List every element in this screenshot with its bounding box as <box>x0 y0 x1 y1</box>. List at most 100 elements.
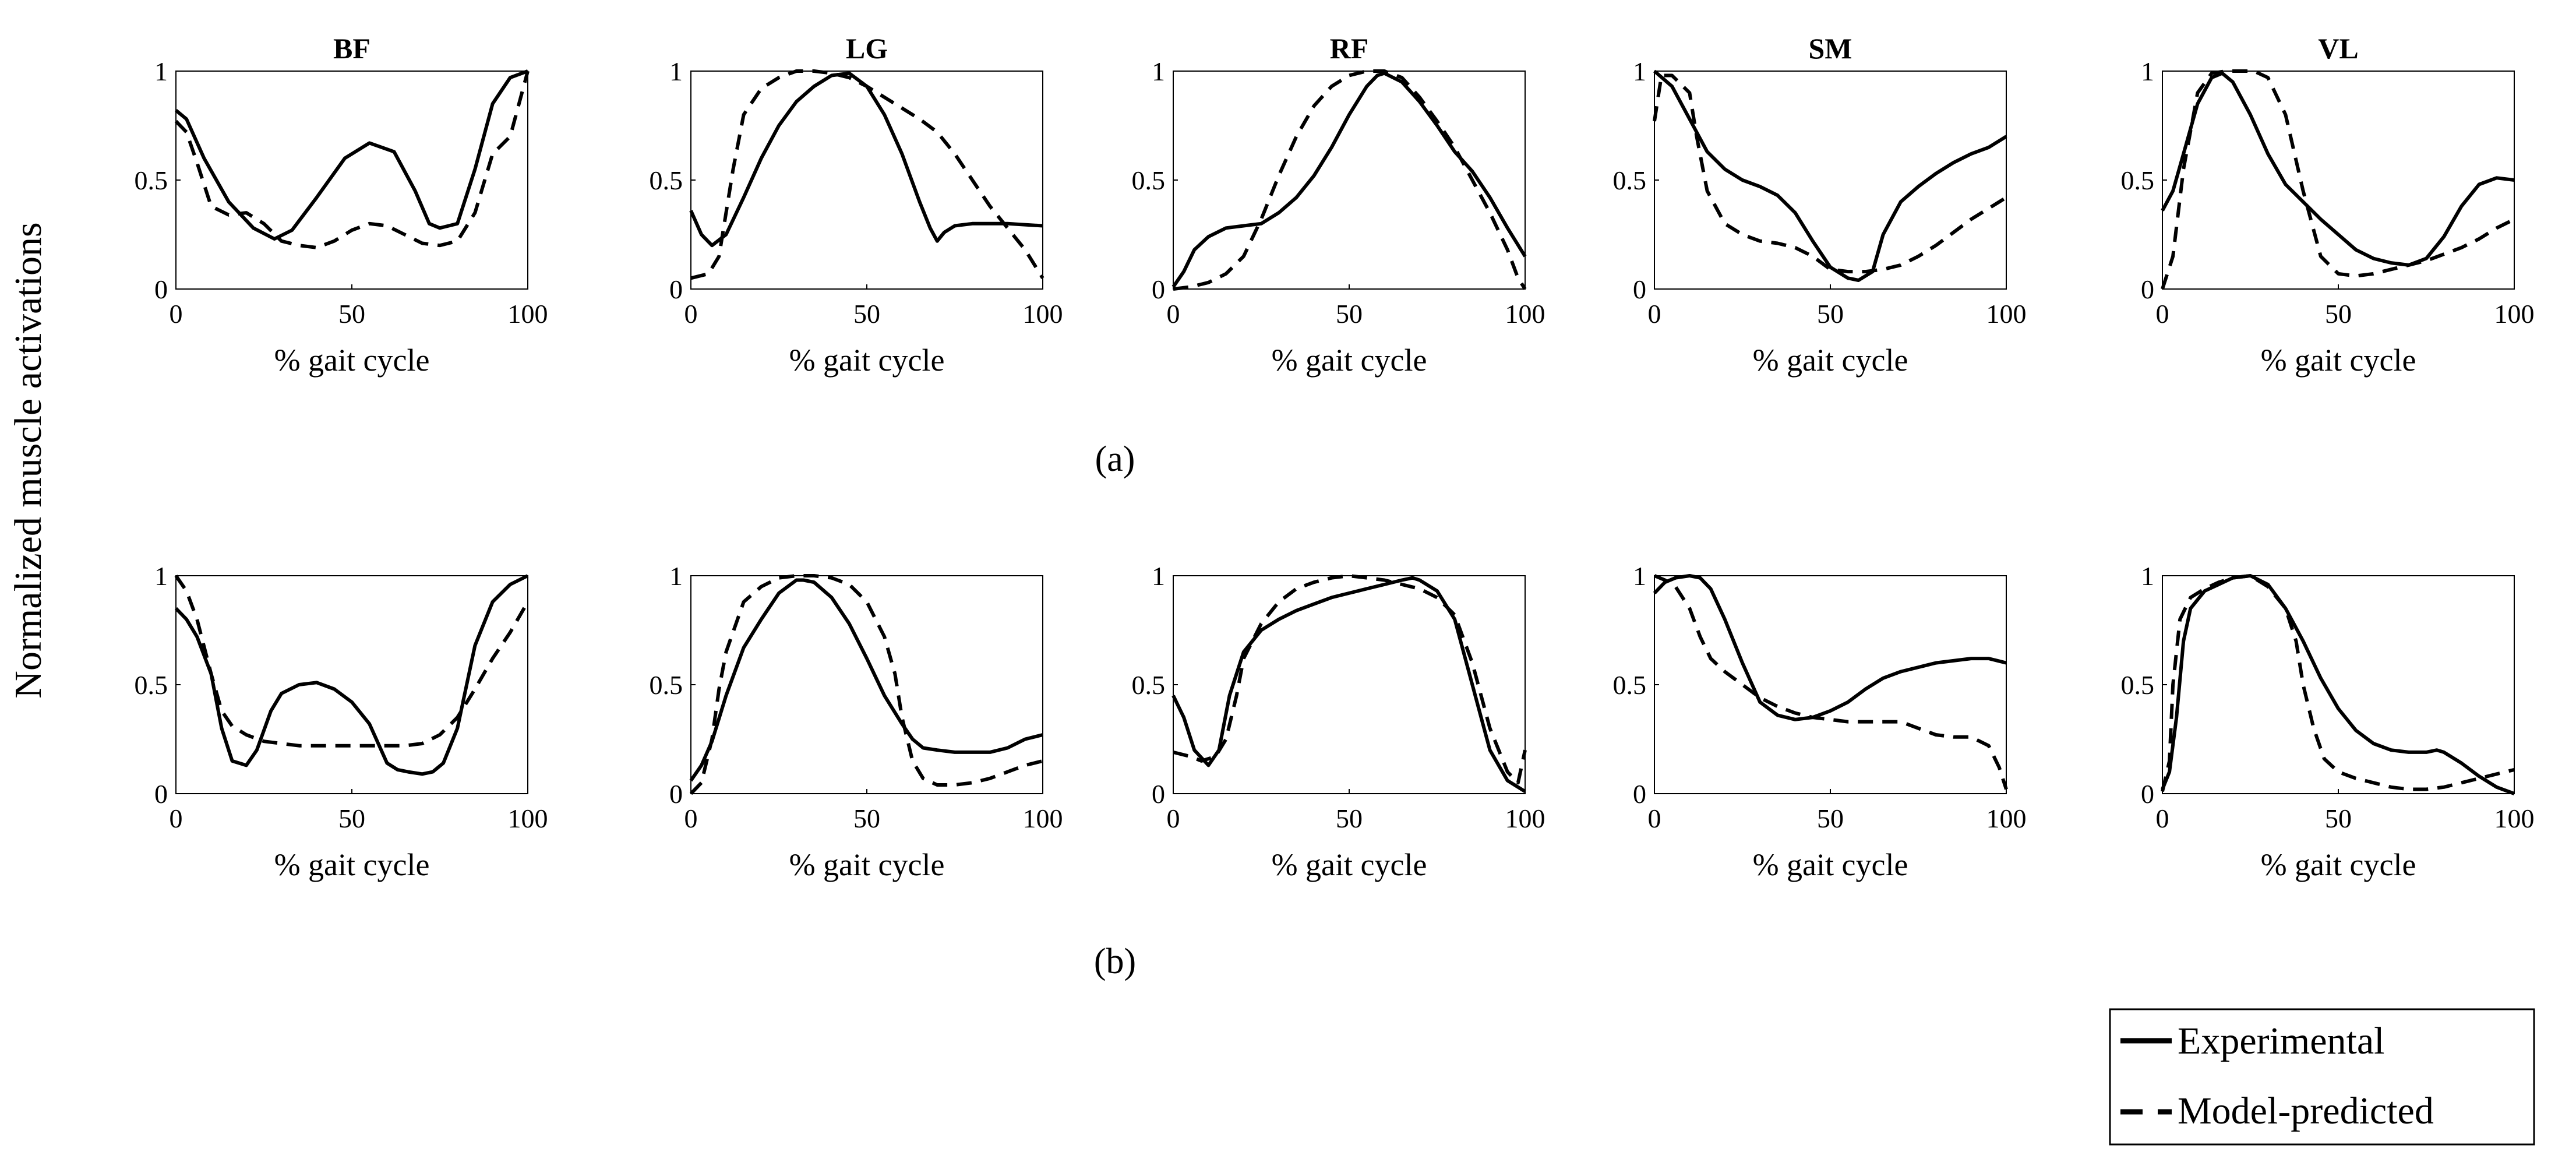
y-tick-label: 1 <box>669 57 683 86</box>
model-predicted-series-line <box>1653 73 2007 274</box>
y-tick-label: 0.5 <box>2121 165 2155 195</box>
plot-frame <box>690 575 1043 794</box>
x-tick-label: 0 <box>1648 299 1661 329</box>
y-tick-label: 0 <box>1152 779 1165 809</box>
model-predicted-series-line <box>689 574 1043 795</box>
x-tick-label: 50 <box>1336 299 1363 329</box>
x-axis-label: % gait cycle <box>274 847 430 882</box>
panel-label-a: (a) <box>1095 439 1135 479</box>
y-tick-label: 0 <box>1152 274 1165 304</box>
plot-frame <box>2162 71 2515 290</box>
legend-label-model-predicted: Model-predicted <box>2178 1090 2434 1132</box>
panel-label-b: (b) <box>1094 942 1136 981</box>
experimental-series-line <box>1653 69 2007 282</box>
x-tick-label: 50 <box>2325 804 2352 833</box>
chart-panel-10: 0 50 100 0 0.5 1 % gait cycle <box>2121 561 2535 882</box>
x-axis-label: % gait cycle <box>789 847 945 882</box>
chart-panel-9: 0 50 100 0 0.5 1 % gait cycle <box>1613 561 2027 882</box>
model-predicted-series-line <box>174 71 530 249</box>
experimental-series-line <box>1653 574 2007 721</box>
x-tick-label: 100 <box>1986 804 2027 833</box>
plot-frame <box>2162 575 2515 794</box>
plot-frame <box>1654 71 2007 290</box>
experimental-series-line <box>175 69 529 241</box>
chart-panel-7: 0 50 100 0 0.5 1 % gait cycle <box>650 561 1063 882</box>
y-tick-label: 0 <box>1633 779 1646 809</box>
y-tick-label: 1 <box>1633 57 1646 86</box>
x-tick-label: 0 <box>1167 299 1180 329</box>
x-tick-label: 50 <box>1336 804 1363 833</box>
legend-label-experimental: Experimental <box>2178 1020 2385 1062</box>
y-tick-label: 0.5 <box>1132 670 1166 700</box>
chart-panel-6: 0 50 100 0 0.5 1 % gait cycle <box>135 561 548 882</box>
x-tick-label: 0 <box>684 299 698 329</box>
x-tick-label: 50 <box>338 299 365 329</box>
y-tick-label: 1 <box>154 57 168 86</box>
x-tick-label: 0 <box>1167 804 1180 833</box>
x-axis-label: % gait cycle <box>2261 847 2416 882</box>
x-axis-label: % gait cycle <box>789 343 945 378</box>
y-tick-label: 0.5 <box>135 165 168 195</box>
chart-panel-1: 0 50 100 0 0.5 1 BF % gait cycle <box>135 32 548 378</box>
x-tick-label: 100 <box>1505 804 1545 833</box>
y-tick-label: 1 <box>1633 561 1646 591</box>
experimental-series-line <box>1171 576 1526 793</box>
x-tick-label: 100 <box>2494 299 2535 329</box>
x-tick-label: 0 <box>2156 299 2169 329</box>
chart-panel-2: 0 50 100 0 0.5 1 LG % gait cycle <box>650 32 1063 378</box>
x-axis-label: % gait cycle <box>1272 847 1427 882</box>
plot-frame <box>1654 575 2007 794</box>
chart-title: LG <box>846 32 888 65</box>
x-axis-label: % gait cycle <box>1753 847 1908 882</box>
chart-title: RF <box>1330 32 1369 65</box>
x-tick-label: 0 <box>170 299 183 329</box>
x-tick-label: 50 <box>338 804 365 833</box>
x-tick-label: 50 <box>2325 299 2352 329</box>
y-tick-label: 0 <box>669 274 683 304</box>
legend: Experimental Model-predicted <box>2109 1008 2535 1146</box>
x-tick-label: 100 <box>1505 299 1545 329</box>
model-predicted-series-line <box>690 69 1044 280</box>
model-predicted-series-line <box>1173 69 1527 291</box>
x-axis-label: % gait cycle <box>2261 343 2416 378</box>
y-axis-label: Normalized muscle activations <box>7 222 50 698</box>
y-tick-label: 0 <box>2141 779 2154 809</box>
y-tick-label: 0.5 <box>650 670 683 700</box>
x-axis-label: % gait cycle <box>274 343 430 378</box>
chart-panel-4: 0 50 100 0 0.5 1 SM % gait cycle <box>1613 32 2027 378</box>
y-tick-label: 0 <box>1633 274 1646 304</box>
model-predicted-series-line <box>1653 574 2008 790</box>
experimental-series-line <box>689 71 1043 248</box>
y-tick-label: 1 <box>1152 57 1165 86</box>
x-tick-label: 100 <box>1023 299 1063 329</box>
x-tick-label: 0 <box>1648 804 1661 833</box>
plot-frame <box>175 575 528 794</box>
experimental-series-line <box>689 578 1043 782</box>
x-tick-label: 100 <box>508 299 548 329</box>
x-tick-label: 0 <box>2156 804 2169 833</box>
x-tick-label: 100 <box>2494 804 2535 833</box>
chart-panel-3: 0 50 100 0 0.5 1 RF % gait cycle <box>1132 32 1545 378</box>
y-tick-label: 1 <box>669 561 683 591</box>
y-tick-label: 0.5 <box>135 670 168 700</box>
y-tick-label: 0.5 <box>1132 165 1166 195</box>
y-tick-label: 0.5 <box>650 165 683 195</box>
x-tick-label: 0 <box>684 804 698 833</box>
model-predicted-series-line <box>2161 69 2515 290</box>
y-tick-label: 1 <box>154 561 168 591</box>
model-predicted-series-line <box>2161 574 2515 792</box>
y-tick-label: 0 <box>669 779 683 809</box>
x-axis-label: % gait cycle <box>1753 343 1908 378</box>
chart-title: SM <box>1809 32 1852 65</box>
x-tick-label: 50 <box>853 804 880 833</box>
x-tick-label: 50 <box>1817 299 1844 329</box>
experimental-series-line <box>2161 71 2515 267</box>
y-tick-label: 0.5 <box>1613 670 1647 700</box>
x-axis-label: % gait cycle <box>1272 343 1427 378</box>
x-tick-label: 50 <box>853 299 880 329</box>
chart-title: VL <box>2318 32 2358 65</box>
x-tick-label: 100 <box>1023 804 1063 833</box>
y-tick-label: 0 <box>2141 274 2154 304</box>
